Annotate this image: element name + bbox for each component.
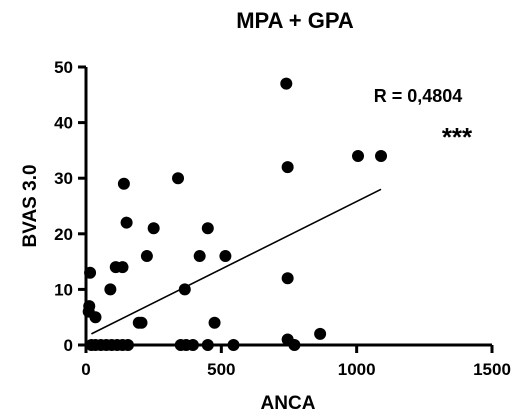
x-tick-label: 1500	[473, 360, 511, 379]
data-point	[89, 311, 102, 324]
data-point	[121, 339, 134, 351]
data-point	[172, 172, 185, 185]
y-axis-label: BVAS 3.0	[20, 164, 41, 247]
chart-title: MPA + GPA	[236, 8, 354, 33]
points-group	[82, 77, 388, 351]
data-point	[83, 300, 96, 313]
x-tick-label: 500	[207, 360, 235, 379]
data-point	[84, 266, 97, 279]
data-point	[140, 250, 153, 263]
data-point	[375, 149, 388, 162]
data-point	[120, 216, 133, 229]
regression-group	[91, 188, 382, 335]
data-point	[352, 149, 365, 162]
data-point	[178, 283, 191, 296]
ticks-group: 0 500 1000 1500 0 10 20 30 40 50	[54, 58, 511, 379]
regression-line	[91, 188, 382, 335]
r-value-annotation: R = 0,4804	[374, 86, 463, 106]
data-point	[135, 316, 148, 329]
data-point	[147, 222, 160, 235]
data-point	[281, 161, 294, 174]
x-axis-label: ANCA	[261, 393, 316, 414]
data-point	[201, 222, 214, 235]
data-point	[201, 339, 214, 351]
y-tick-label: 10	[54, 280, 73, 299]
y-tick-label: 50	[54, 58, 73, 77]
x-tick-label: 1000	[338, 360, 376, 379]
data-point	[314, 327, 327, 340]
data-point	[193, 250, 206, 263]
y-tick-label: 0	[64, 336, 73, 355]
x-tick-label: 0	[81, 360, 90, 379]
data-point	[186, 339, 199, 351]
data-point	[288, 339, 301, 351]
data-point	[227, 339, 240, 351]
significance-annotation: ***	[442, 122, 473, 152]
data-point	[117, 177, 130, 190]
y-tick-label: 40	[54, 114, 73, 133]
data-point	[104, 283, 117, 296]
data-point	[116, 261, 129, 274]
data-point	[208, 316, 221, 329]
axes-group	[84, 67, 492, 347]
data-point	[219, 250, 232, 263]
data-point	[280, 77, 293, 90]
y-tick-label: 20	[54, 225, 73, 244]
data-point	[281, 272, 294, 285]
y-tick-label: 30	[54, 169, 73, 188]
